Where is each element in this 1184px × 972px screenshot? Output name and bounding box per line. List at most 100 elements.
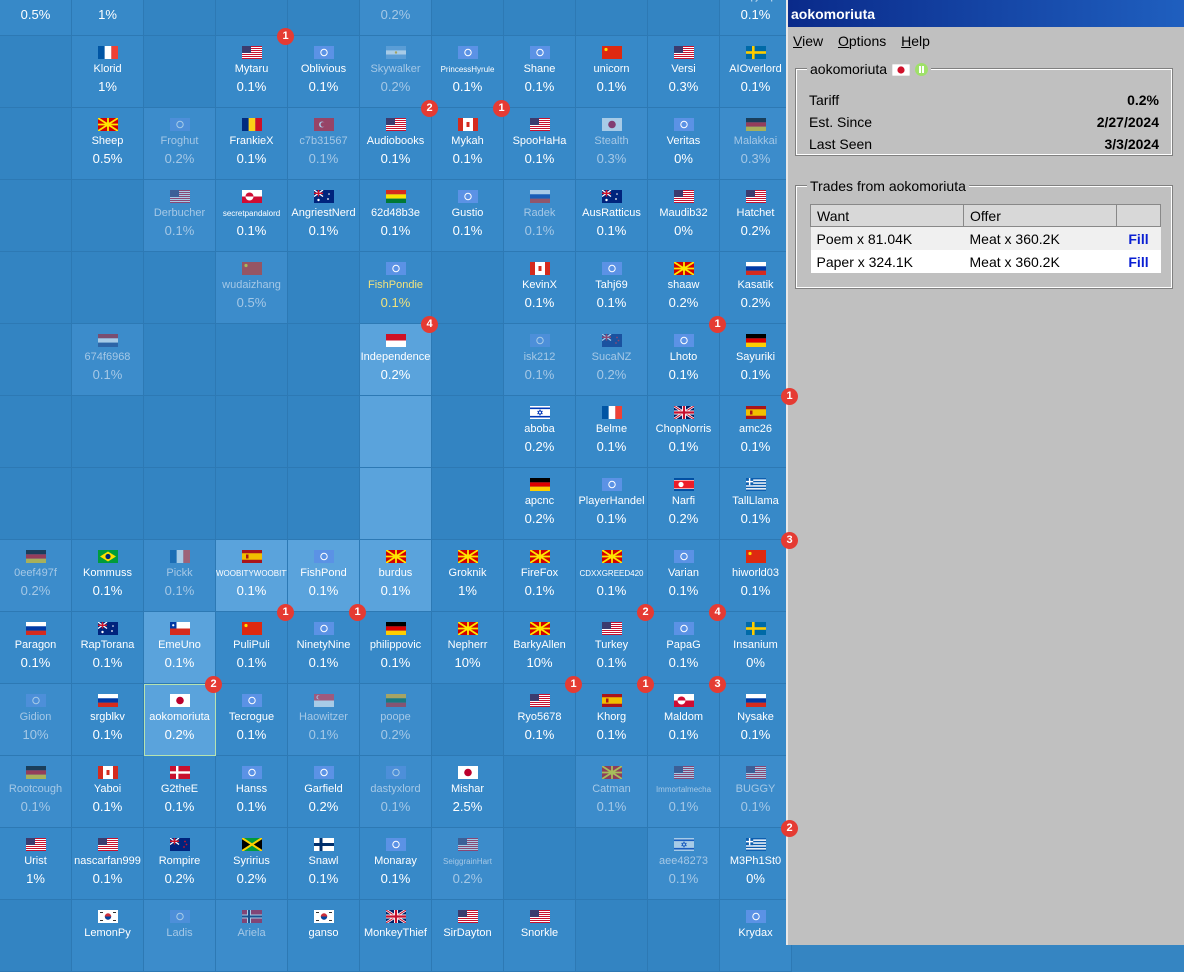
- player-tile[interactable]: secretpandalord 0.1%: [216, 180, 288, 252]
- player-tile[interactable]: [360, 396, 432, 468]
- player-tile[interactable]: aee48273 0.1%: [648, 828, 720, 900]
- player-tile[interactable]: Ariela: [216, 900, 288, 972]
- pause-icon[interactable]: [915, 62, 929, 76]
- player-tile[interactable]: NinetyNine 0.1% 1: [288, 604, 366, 684]
- player-tile[interactable]: Mishar 2.5%: [432, 756, 504, 828]
- player-tile[interactable]: aokomoriuta 0.2% 2: [144, 676, 222, 756]
- player-tile[interactable]: poope 0.2%: [360, 684, 432, 756]
- player-tile[interactable]: apcnc 0.2%: [504, 468, 576, 540]
- player-tile[interactable]: PlayerHandel 0.1%: [576, 468, 648, 540]
- player-tile[interactable]: 0eef497f 0.2%: [0, 540, 72, 612]
- player-tile[interactable]: AngriestNerd 0.1%: [288, 180, 360, 252]
- player-tile[interactable]: dastyxlord 0.1%: [360, 756, 432, 828]
- player-tile[interactable]: FrankieX 0.1%: [216, 108, 288, 180]
- player-tile[interactable]: Lhoto 0.1% 1: [648, 316, 726, 396]
- player-tile[interactable]: PrincessHyrule 0.1%: [432, 36, 504, 108]
- player-tile[interactable]: Rompire 0.2%: [144, 828, 216, 900]
- player-tile[interactable]: Oblivious 0.1%: [288, 36, 360, 108]
- player-tile[interactable]: Shinnan 0.2%: [360, 0, 432, 36]
- player-tile[interactable]: Stealth 0.3%: [576, 108, 648, 180]
- player-tile[interactable]: SirDayton: [432, 900, 504, 972]
- player-tile[interactable]: philippovic 0.1%: [360, 612, 432, 684]
- player-tile[interactable]: Kasatik 0.2%: [720, 252, 792, 324]
- player-tile[interactable]: 62d48b3e 0.1%: [360, 180, 432, 252]
- player-tile[interactable]: Delenith 1%: [72, 0, 144, 36]
- player-tile[interactable]: Malakkai 0.3%: [720, 108, 792, 180]
- player-tile[interactable]: hiworld03 0.1% 3: [720, 532, 798, 612]
- player-tile[interactable]: MrCrispySnipes 0.1%: [720, 0, 792, 36]
- player-tile[interactable]: Catman 0.1%: [576, 756, 648, 828]
- player-tile[interactable]: PapaG 0.1% 4: [648, 604, 726, 684]
- player-tile[interactable]: Haowitzer 0.1%: [288, 684, 360, 756]
- player-tile[interactable]: Khorg 0.1% 1: [576, 676, 654, 756]
- player-tile[interactable]: wudaizhang 0.5%: [216, 252, 288, 324]
- player-tile[interactable]: adw3ns 0.5%: [0, 0, 72, 36]
- menu-help[interactable]: Help: [901, 33, 930, 49]
- player-tile[interactable]: Narfi 0.2%: [648, 468, 720, 540]
- player-tile[interactable]: shaaw 0.2%: [648, 252, 720, 324]
- player-tile[interactable]: Snorkle: [504, 900, 576, 972]
- player-tile[interactable]: [360, 468, 432, 540]
- player-tile[interactable]: PuliPuli 0.1% 1: [216, 604, 294, 684]
- player-tile[interactable]: srgblkv 0.1%: [72, 684, 144, 756]
- player-tile[interactable]: SucaNZ 0.2%: [576, 324, 648, 396]
- player-tile[interactable]: Radek 0.1%: [504, 180, 576, 252]
- player-tile[interactable]: isk212 0.1%: [504, 324, 576, 396]
- player-tile[interactable]: Mykah 0.1% 1: [432, 100, 510, 180]
- player-tile[interactable]: G2theE 0.1%: [144, 756, 216, 828]
- col-want[interactable]: Want: [810, 204, 964, 227]
- player-tile[interactable]: Gustio 0.1%: [432, 180, 504, 252]
- player-tile[interactable]: ChopNorris 0.1%: [648, 396, 720, 468]
- player-tile[interactable]: Maudib32 0%: [648, 180, 720, 252]
- player-tile[interactable]: Audiobooks 0.1% 2: [360, 100, 438, 180]
- fill-button[interactable]: Fill: [1116, 226, 1161, 250]
- player-tile[interactable]: Mytaru 0.1% 1: [216, 28, 294, 108]
- player-tile[interactable]: Ryo5678 0.1% 1: [504, 676, 582, 756]
- player-tile[interactable]: Pickk 0.1%: [144, 540, 216, 612]
- player-tile[interactable]: Belme 0.1%: [576, 396, 648, 468]
- col-offer[interactable]: Offer: [963, 204, 1117, 227]
- player-tile[interactable]: Hanss 0.1%: [216, 756, 288, 828]
- player-tile[interactable]: Rootcough 0.1%: [0, 756, 72, 828]
- player-tile[interactable]: Varian 0.1%: [648, 540, 720, 612]
- player-tile[interactable]: BarkyAllen 10%: [504, 612, 576, 684]
- player-tile[interactable]: Klorid 1%: [72, 36, 144, 108]
- player-tile[interactable]: Gidion 10%: [0, 684, 72, 756]
- player-tile[interactable]: Sheep 0.5%: [72, 108, 144, 180]
- player-tile[interactable]: FishPond 0.1%: [288, 540, 360, 612]
- player-tile[interactable]: SeiggrainHart 0.2%: [432, 828, 504, 900]
- player-tile[interactable]: Sayuriki 0.1%: [720, 324, 792, 396]
- player-tile[interactable]: FireFox 0.1%: [504, 540, 576, 612]
- player-tile[interactable]: LemonPy: [72, 900, 144, 972]
- player-tile[interactable]: Ladis: [144, 900, 216, 972]
- player-tile[interactable]: KevinX 0.1%: [504, 252, 576, 324]
- player-tile[interactable]: Monaray 0.1%: [360, 828, 432, 900]
- player-tile[interactable]: amc26 0.1% 1: [720, 388, 798, 468]
- player-tile[interactable]: Groknik 1%: [432, 540, 504, 612]
- player-tile[interactable]: Turkey 0.1% 2: [576, 604, 654, 684]
- player-tile[interactable]: Tecrogue 0.1%: [216, 684, 288, 756]
- player-tile[interactable]: Immortalmecha 0.1%: [648, 756, 720, 828]
- player-tile[interactable]: Derbucher 0.1%: [144, 180, 216, 252]
- player-tile[interactable]: Insanium 0%: [720, 612, 792, 684]
- player-tile[interactable]: CDXXGREED420 0.1%: [576, 540, 648, 612]
- player-tile[interactable]: Nepherr 10%: [432, 612, 504, 684]
- player-tile[interactable]: RapTorana 0.1%: [72, 612, 144, 684]
- player-tile[interactable]: AusRatticus 0.1%: [576, 180, 648, 252]
- player-tile[interactable]: SpooHaHa 0.1%: [504, 108, 576, 180]
- player-tile[interactable]: burdus 0.1%: [360, 540, 432, 612]
- player-tile[interactable]: EmeUno 0.1%: [144, 612, 216, 684]
- menu-view[interactable]: View: [793, 33, 824, 49]
- player-tile[interactable]: M3Ph1St0 0% 2: [720, 820, 798, 900]
- player-tile[interactable]: c7b31567 0.1%: [288, 108, 360, 180]
- player-tile[interactable]: Veritas 0%: [648, 108, 720, 180]
- player-tile[interactable]: ganso: [288, 900, 360, 972]
- player-tile[interactable]: Maldom 0.1% 3: [648, 676, 726, 756]
- player-tile[interactable]: aboba 0.2%: [504, 396, 576, 468]
- player-tile[interactable]: nascarfan999 0.1%: [72, 828, 144, 900]
- menu-options[interactable]: Options: [838, 33, 887, 49]
- player-tile[interactable]: Yaboi 0.1%: [72, 756, 144, 828]
- player-tile[interactable]: FishPondie 0.1%: [360, 252, 432, 324]
- player-tile[interactable]: WOOBITYWOOBITY 0.1%: [216, 540, 288, 612]
- player-tile[interactable]: Shane 0.1%: [504, 36, 576, 108]
